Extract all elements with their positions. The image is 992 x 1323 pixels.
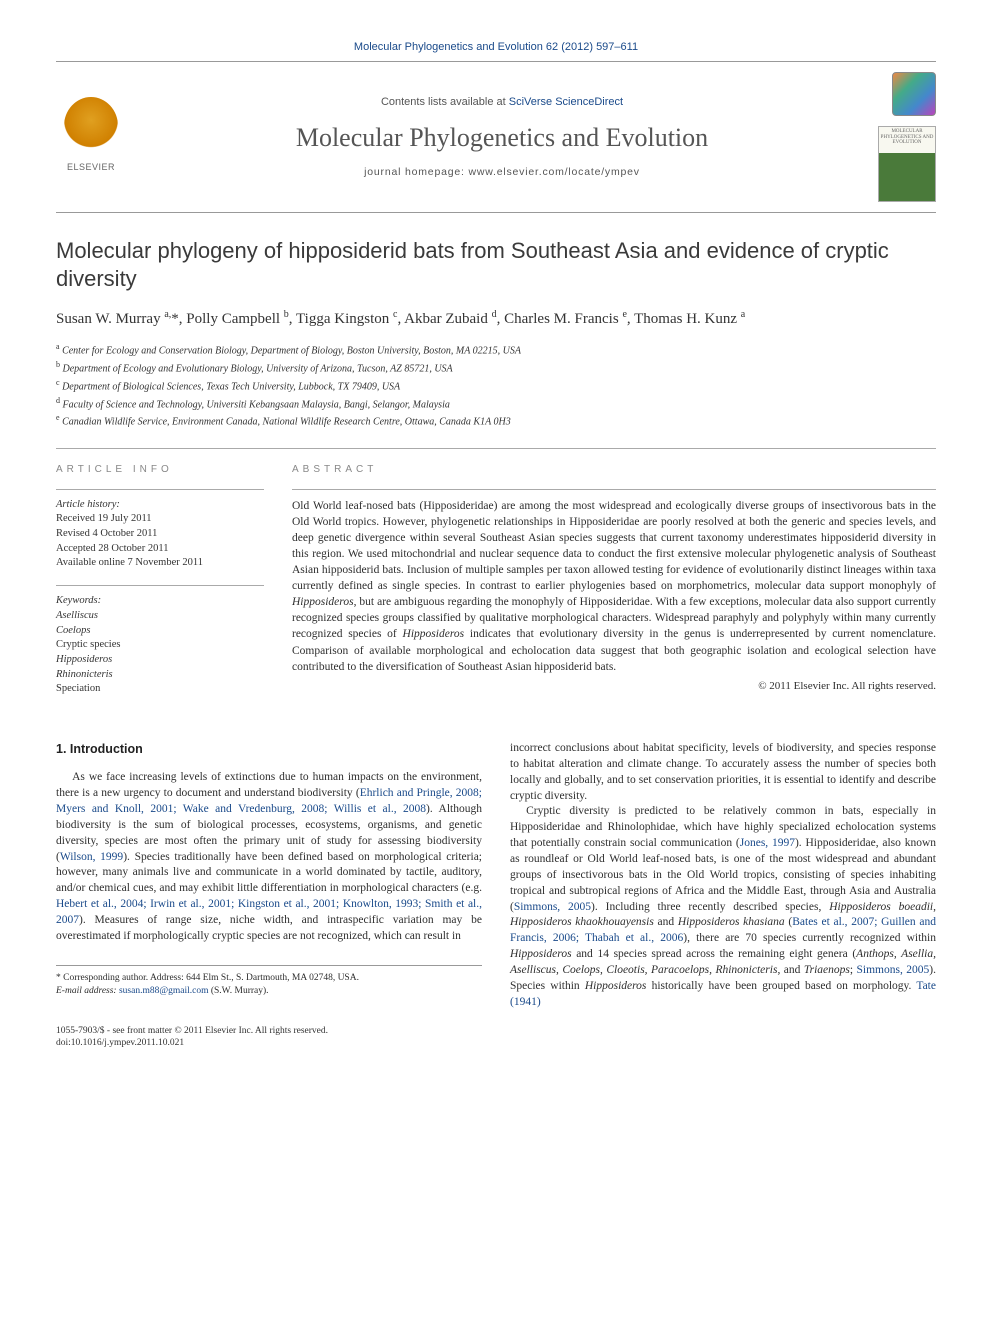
elsevier-logo: ELSEVIER xyxy=(56,97,126,177)
journal-homepage: journal homepage: www.elsevier.com/locat… xyxy=(144,165,860,179)
section-heading: 1. Introduction xyxy=(56,741,482,758)
keyword-item: Hipposideros xyxy=(56,653,264,668)
article-info-heading: ARTICLE INFO xyxy=(56,463,264,477)
corr-star: * xyxy=(56,973,61,983)
sciencedirect-link[interactable]: SciVerse ScienceDirect xyxy=(509,96,623,108)
journal-name: Molecular Phylogenetics and Evolution xyxy=(144,120,860,155)
corr-label: Corresponding author. Address: xyxy=(63,973,184,983)
affiliations: a Center for Ecology and Conservation Bi… xyxy=(56,341,936,430)
corr-line2: E-mail address: susan.m88@gmail.com (S.W… xyxy=(56,985,482,998)
affiliation-line: e Canadian Wildlife Service, Environment… xyxy=(56,412,936,430)
abstract-text: Old World leaf-nosed bats (Hipposiderida… xyxy=(292,489,936,675)
crossmark-icon xyxy=(892,72,936,116)
footer: 1055-7903/$ - see front matter © 2011 El… xyxy=(56,1019,936,1051)
cover-title: MOLECULAR PHYLOGENETICS AND EVOLUTION xyxy=(879,127,935,146)
masthead-right: MOLECULAR PHYLOGENETICS AND EVOLUTION xyxy=(860,72,936,203)
keywords-label: Keywords: xyxy=(56,594,264,609)
article-title: Molecular phylogeny of hipposiderid bats… xyxy=(56,237,936,292)
page: Molecular Phylogenetics and Evolution 62… xyxy=(0,0,992,1080)
intro-paragraph-1: As we face increasing levels of extincti… xyxy=(56,770,482,944)
history-item: Received 19 July 2011 xyxy=(56,512,264,527)
email-label: E-mail address: xyxy=(56,986,117,996)
article-history: Article history: Received 19 July 2011Re… xyxy=(56,489,264,571)
corresponding-author: * Corresponding author. Address: 644 Elm… xyxy=(56,965,482,999)
corr-email[interactable]: susan.m88@gmail.com xyxy=(119,986,209,996)
affiliation-line: c Department of Biological Sciences, Tex… xyxy=(56,377,936,395)
keyword-item: Rhinonicteris xyxy=(56,668,264,683)
masthead-center: Contents lists available at SciVerse Sci… xyxy=(144,95,860,179)
history-item: Available online 7 November 2011 xyxy=(56,556,264,571)
history-item: Accepted 28 October 2011 xyxy=(56,542,264,557)
homepage-url[interactable]: www.elsevier.com/locate/ympev xyxy=(468,166,639,178)
article-info-column: ARTICLE INFO Article history: Received 1… xyxy=(56,463,264,711)
intro-paragraph-3: Cryptic diversity is predicted to be rel… xyxy=(510,804,936,1010)
history-item: Revised 4 October 2011 xyxy=(56,527,264,542)
body-col-right: incorrect conclusions about habitat spec… xyxy=(510,741,936,1011)
abstract-column: ABSTRACT Old World leaf-nosed bats (Hipp… xyxy=(292,463,936,711)
crossmark[interactable] xyxy=(860,72,936,123)
history-list: Received 19 July 2011Revised 4 October 2… xyxy=(56,512,264,571)
elsevier-label: ELSEVIER xyxy=(67,161,115,173)
footer-doi: doi:10.1016/j.ympev.2011.10.021 xyxy=(56,1037,328,1050)
homepage-prefix: journal homepage: xyxy=(364,166,468,178)
authors: Susan W. Murray a,*, Polly Campbell b, T… xyxy=(56,308,936,331)
affiliation-line: a Center for Ecology and Conservation Bi… xyxy=(56,341,936,359)
journal-cover: MOLECULAR PHYLOGENETICS AND EVOLUTION xyxy=(878,126,936,202)
elsevier-tree-icon xyxy=(64,97,118,155)
affiliation-line: d Faculty of Science and Technology, Uni… xyxy=(56,395,936,413)
abstract-copyright: © 2011 Elsevier Inc. All rights reserved… xyxy=(292,679,936,694)
abstract-heading: ABSTRACT xyxy=(292,463,936,477)
body-columns: 1. Introduction As we face increasing le… xyxy=(56,741,936,1011)
corr-line1: * Corresponding author. Address: 644 Elm… xyxy=(56,972,482,985)
contents-prefix: Contents lists available at xyxy=(381,96,509,108)
keyword-item: Coelops xyxy=(56,624,264,639)
keyword-item: Aselliscus xyxy=(56,609,264,624)
keyword-item: Cryptic species xyxy=(56,638,264,653)
body-col-left: 1. Introduction As we face increasing le… xyxy=(56,741,482,1011)
affiliation-line: b Department of Ecology and Evolutionary… xyxy=(56,359,936,377)
corr-address: 644 Elm St., S. Dartmouth, MA 02748, USA… xyxy=(186,973,359,983)
masthead: ELSEVIER Contents lists available at Sci… xyxy=(56,61,936,214)
keywords-list: AselliscusCoelopsCryptic speciesHipposid… xyxy=(56,609,264,697)
intro-paragraph-2: incorrect conclusions about habitat spec… xyxy=(510,741,936,804)
footer-front-matter: 1055-7903/$ - see front matter © 2011 El… xyxy=(56,1025,328,1038)
journal-ref-link[interactable]: Molecular Phylogenetics and Evolution 62… xyxy=(354,41,638,53)
footer-left: 1055-7903/$ - see front matter © 2011 El… xyxy=(56,1025,328,1051)
contents-available: Contents lists available at SciVerse Sci… xyxy=(144,95,860,110)
keywords: Keywords: AselliscusCoelopsCryptic speci… xyxy=(56,585,264,697)
info-abstract-row: ARTICLE INFO Article history: Received 1… xyxy=(56,448,936,711)
corr-name: (S.W. Murray). xyxy=(211,986,269,996)
keyword-item: Speciation xyxy=(56,682,264,697)
journal-ref-top: Molecular Phylogenetics and Evolution 62… xyxy=(56,40,936,55)
history-label: Article history: xyxy=(56,498,264,513)
